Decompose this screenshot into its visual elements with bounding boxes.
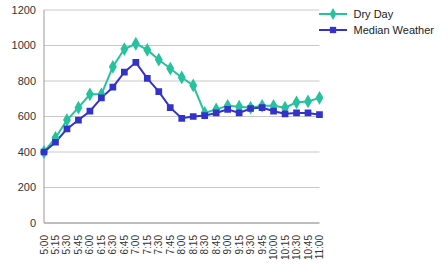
svg-text:8:00: 8:00: [176, 235, 187, 255]
svg-text:10:15: 10:15: [280, 235, 291, 260]
svg-text:7:30: 7:30: [153, 235, 164, 255]
svg-text:0: 0: [30, 217, 36, 229]
svg-text:8:45: 8:45: [211, 235, 222, 255]
svg-text:7:15: 7:15: [142, 235, 153, 255]
svg-text:9:30: 9:30: [245, 235, 256, 255]
svg-text:10:00: 10:00: [268, 235, 279, 260]
svg-text:9:15: 9:15: [234, 235, 245, 255]
html-text:Median Weather: Median Weather: [353, 24, 434, 36]
svg-text:600: 600: [18, 110, 36, 122]
svg-text:8:30: 8:30: [199, 235, 210, 255]
svg-text:7:45: 7:45: [165, 235, 176, 255]
svg-text:400: 400: [18, 146, 36, 158]
svg-text:5:00: 5:00: [39, 235, 50, 255]
svg-text:10:30: 10:30: [291, 235, 302, 260]
svg-text:6:00: 6:00: [84, 235, 95, 255]
svg-text:6:30: 6:30: [107, 235, 118, 255]
svg-text:1200: 1200: [12, 4, 36, 16]
svg-text:800: 800: [18, 75, 36, 87]
svg-text:9:45: 9:45: [257, 235, 268, 255]
svg-text:6:15: 6:15: [96, 235, 107, 255]
svg-text:5:30: 5:30: [61, 235, 72, 255]
svg-text:5:15: 5:15: [50, 235, 61, 255]
html-text:Dry Day: Dry Day: [353, 8, 394, 20]
svg-text:7:00: 7:00: [130, 235, 141, 255]
svg-text:8:15: 8:15: [188, 235, 199, 255]
svg-text:9:00: 9:00: [222, 235, 233, 255]
svg-text:6:45: 6:45: [119, 235, 130, 255]
svg-text:5:45: 5:45: [73, 235, 84, 255]
svg-text:10:45: 10:45: [303, 235, 314, 260]
svg-text:200: 200: [18, 181, 36, 193]
svg-text:11:00: 11:00: [314, 235, 325, 260]
svg-text:1000: 1000: [12, 39, 36, 51]
